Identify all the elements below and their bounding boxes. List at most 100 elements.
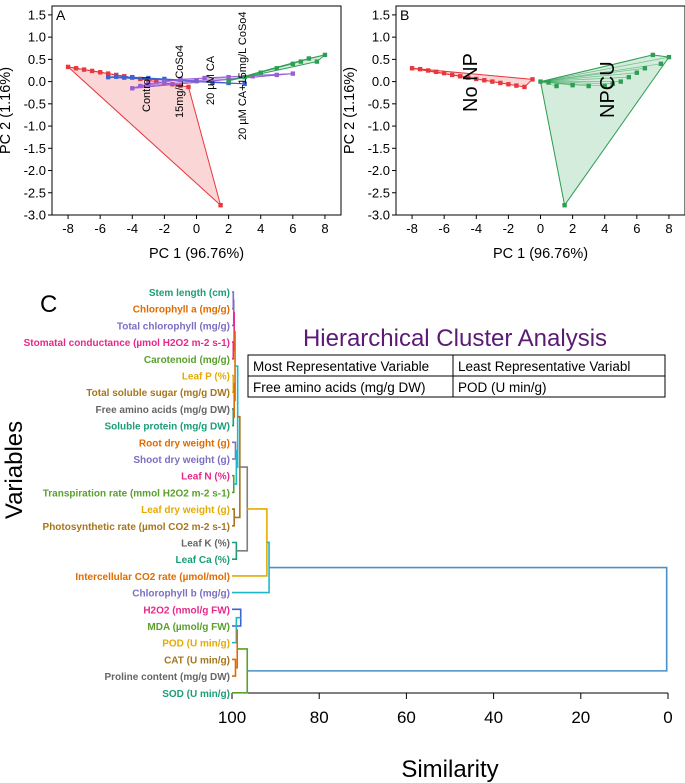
x-tick-label: 8 <box>665 221 672 236</box>
series-annotation: No NP <box>460 53 482 112</box>
data-point <box>290 71 296 76</box>
data-point <box>274 72 279 78</box>
x-tick-label: -6 <box>438 221 450 236</box>
y-tick-label: -1.5 <box>368 141 390 156</box>
y-tick-label: 1.5 <box>372 7 390 22</box>
data-point <box>322 52 328 58</box>
data-point <box>634 70 640 75</box>
data-point <box>97 70 103 75</box>
x-axis-label: PC 1 (96.76%) <box>493 246 588 262</box>
series-annotation: 15mg/L CoSo4 <box>174 45 186 118</box>
x-tick-label: 20 <box>571 708 590 727</box>
y-axis-label: PC 2 (1.16%) <box>0 67 14 154</box>
variable-label: Leaf P (%) <box>182 372 230 383</box>
data-point <box>154 79 159 84</box>
data-point <box>642 66 648 71</box>
data-point <box>258 70 263 75</box>
variable-label: Leaf dry weight (g) <box>141 505 230 516</box>
panel-c-letter: C <box>40 291 57 318</box>
variable-label: Proline content (mg/g DW) <box>104 672 230 683</box>
data-point <box>178 77 183 82</box>
x-tick-label: -4 <box>126 221 138 236</box>
variable-label: POD (U min/g) <box>162 639 230 650</box>
variable-label: CAT (U min/g) <box>164 655 230 666</box>
data-point <box>433 69 439 75</box>
panel-b-letter: B <box>400 7 409 23</box>
data-point <box>474 76 479 82</box>
variable-label: Photosynthetic rate (µmol CO2 m-2 s-1) <box>43 522 230 533</box>
dendrogram-plot: 100 80 60 40 20 0 Stem length (cm) Chlorophyll … <box>24 288 673 727</box>
variable-label: Leaf Ca (%) <box>176 555 230 566</box>
y-tick-label: -0.5 <box>24 96 46 111</box>
data-point <box>618 79 623 84</box>
data-point <box>138 83 143 89</box>
variable-label: SOD (U min/g) <box>162 689 230 700</box>
y-tick-label: -3.0 <box>24 208 46 223</box>
series-ray <box>540 81 565 206</box>
series-annotation: 20 µM CA <box>205 55 217 105</box>
data-point <box>626 74 632 80</box>
data-point <box>482 78 487 83</box>
y-axis-label: PC 2 (1.16%) <box>342 67 358 154</box>
y-tick-label: 0.0 <box>28 74 46 89</box>
data-point <box>226 80 231 86</box>
data-point <box>466 75 471 80</box>
y-tick-label: 1.5 <box>28 7 46 22</box>
x-tick-label: -8 <box>406 221 418 236</box>
dendrogram-link <box>233 383 235 419</box>
panel-a-plot: -8 -6 -4 -2 0 2 4 6 8 1.5 1.0 0.5 0.0 -0.5 -1.0 -1.5 -2.… <box>0 7 329 262</box>
y-tick-label: -2.5 <box>24 185 46 200</box>
dendrogram-link <box>232 508 235 527</box>
data-point <box>441 70 447 76</box>
y-tick-label: -1.0 <box>24 119 46 134</box>
y-tick-label: 1.0 <box>28 30 46 45</box>
series-ray <box>67 66 221 206</box>
table-value-most: Free amino acids (mg/g DW) <box>253 380 426 395</box>
data-point <box>178 83 183 88</box>
x-tick-label: -4 <box>470 221 482 236</box>
x-tick-label: 0 <box>193 221 200 236</box>
dendrogram-link <box>232 658 237 677</box>
data-point <box>610 81 615 87</box>
dendrogram-link <box>232 408 235 427</box>
table-value-least: POD (U min/g) <box>458 380 547 395</box>
dendrogram-link <box>247 566 668 672</box>
data-point <box>562 203 567 208</box>
panel-a-letter: A <box>56 7 66 23</box>
variable-label: Transpiration rate (mmol H2O2 m-2 s-1) <box>43 488 230 499</box>
series-ray <box>540 54 653 82</box>
data-point <box>650 52 656 58</box>
pca-panel-b: B -8 -6 -4 -2 0 2 4 6 81.51.00.50.0-0.5-1.0-1.5-… <box>342 5 685 262</box>
series-ray <box>540 63 661 82</box>
variable-label: Leaf N (%) <box>181 472 230 483</box>
data-point <box>162 79 167 84</box>
data-point <box>449 72 455 78</box>
x-tick-label: -2 <box>159 221 171 236</box>
x-tick-label: 100 <box>218 708 246 727</box>
x-tick-label: 6 <box>289 221 296 236</box>
data-point <box>226 74 231 80</box>
data-point <box>146 75 151 81</box>
y-tick-label: -3.0 <box>368 208 390 223</box>
data-point <box>586 83 591 89</box>
table-header-least: Least Representative Variabl <box>458 359 630 374</box>
variable-label: Total chlorophyll (mg/g) <box>117 321 230 332</box>
variable-label: Leaf K (%) <box>181 539 230 550</box>
dendrogram-link <box>234 330 236 402</box>
series-annotation: Control <box>141 77 153 112</box>
variable-label: Root dry weight (g) <box>139 438 230 449</box>
x-tick-label: 2 <box>225 221 232 236</box>
variable-label: MDA (µmol/g FW) <box>147 622 230 633</box>
dendrogram-x-label: Similarity <box>401 756 498 783</box>
x-axis-label: PC 1 (96.76%) <box>149 246 244 262</box>
data-point <box>522 84 527 90</box>
data-point <box>274 66 279 71</box>
panel-b-frame <box>395 5 685 216</box>
y-tick-label: -2.5 <box>368 185 390 200</box>
data-point <box>602 83 607 89</box>
data-point <box>65 64 71 70</box>
x-tick-label: 4 <box>601 221 608 236</box>
dendrogram-link <box>232 341 235 360</box>
data-point <box>546 80 551 85</box>
data-point <box>242 74 247 80</box>
